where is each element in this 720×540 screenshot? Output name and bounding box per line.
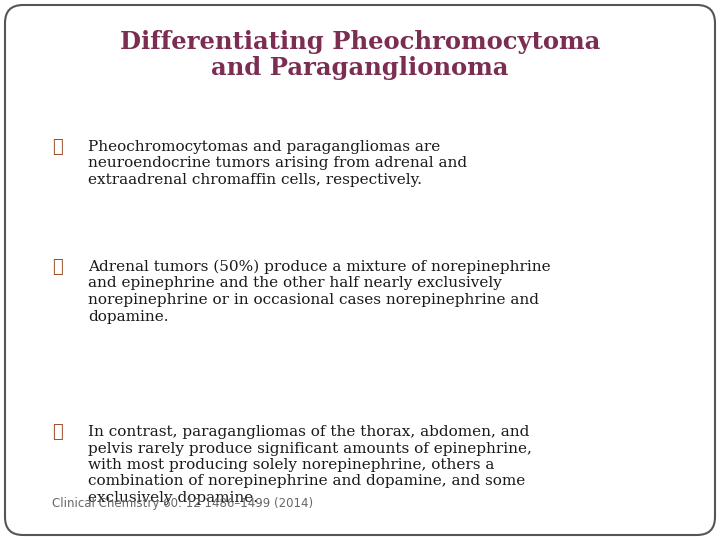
Text: extraadrenal chromaffin cells, respectively.: extraadrenal chromaffin cells, respectiv… xyxy=(88,173,422,187)
Text: and epinephrine and the other half nearly exclusively: and epinephrine and the other half nearl… xyxy=(88,276,502,291)
Text: exclusively dopamine.: exclusively dopamine. xyxy=(88,491,258,505)
Text: Clinical Chemistry 60: 12 1486–1499 (2014): Clinical Chemistry 60: 12 1486–1499 (201… xyxy=(52,497,313,510)
Text: combination of norepinephrine and dopamine, and some: combination of norepinephrine and dopami… xyxy=(88,475,526,489)
Text: ♻: ♻ xyxy=(52,258,63,276)
Text: Pheochromocytomas and paragangliomas are: Pheochromocytomas and paragangliomas are xyxy=(88,140,440,154)
Text: dopamine.: dopamine. xyxy=(88,309,168,323)
Text: Adrenal tumors (50%) produce a mixture of norepinephrine: Adrenal tumors (50%) produce a mixture o… xyxy=(88,260,551,274)
Text: neuroendocrine tumors arising from adrenal and: neuroendocrine tumors arising from adren… xyxy=(88,157,467,171)
Text: pelvis rarely produce significant amounts of epinephrine,: pelvis rarely produce significant amount… xyxy=(88,442,532,456)
Text: ♻: ♻ xyxy=(52,423,63,441)
Text: ♻: ♻ xyxy=(52,138,63,156)
Text: with most producing solely norepinephrine, others a: with most producing solely norepinephrin… xyxy=(88,458,495,472)
Text: In contrast, paragangliomas of the thorax, abdomen, and: In contrast, paragangliomas of the thora… xyxy=(88,425,529,439)
FancyBboxPatch shape xyxy=(5,5,715,535)
Text: Differentiating Pheochromocytoma: Differentiating Pheochromocytoma xyxy=(120,30,600,54)
Text: norepinephrine or in occasional cases norepinephrine and: norepinephrine or in occasional cases no… xyxy=(88,293,539,307)
Text: and Paraganglionoma: and Paraganglionoma xyxy=(211,56,509,80)
